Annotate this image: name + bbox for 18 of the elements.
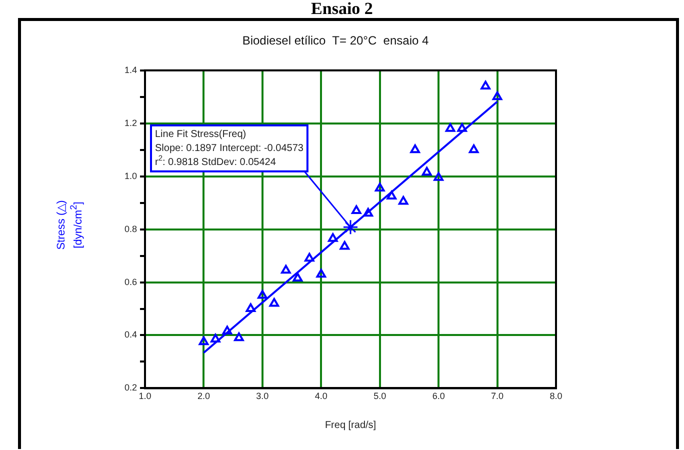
x-tick-label: 1.0: [138, 391, 152, 402]
y-tick-label: 1.2: [124, 118, 137, 128]
y-tick-label: 0.6: [124, 276, 137, 287]
x-tick-label: 8.0: [550, 391, 562, 402]
x-tick-label: 2.0: [197, 391, 210, 402]
y-tick-label: 0.2: [124, 382, 137, 393]
x-axis-title: Freq [rad/s]: [324, 420, 376, 431]
y-tick-label: 0.8: [124, 224, 137, 234]
x-tick-label: 5.0: [374, 391, 386, 402]
chart-title: Biodiesel etílico T= 20°C ensaio 4: [242, 34, 429, 48]
x-tick-label: 6.0: [432, 391, 445, 402]
x-tick-label: 3.0: [256, 391, 269, 402]
x-tick-label: 4.0: [314, 391, 328, 402]
chart-subtitle: Ensaio 2: [310, 0, 374, 18]
y-tick-label: 0.4: [124, 330, 137, 340]
y-tick-label: 1.4: [124, 64, 137, 75]
x-tick-label: 7.0: [491, 391, 504, 402]
y-tick-label: 1.0: [124, 170, 137, 181]
